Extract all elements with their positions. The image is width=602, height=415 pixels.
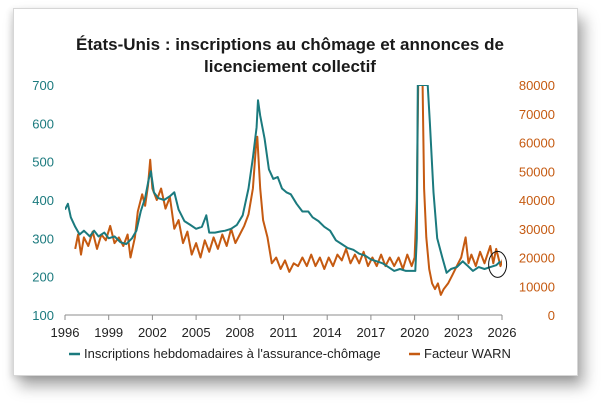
y-right-tick-80000: 80000 [519, 78, 555, 93]
x-tick-2017: 2017 [356, 325, 385, 340]
y-right-tick-20000: 20000 [519, 251, 555, 266]
series-line-warn [74, 85, 502, 296]
x-tick-2011: 2011 [270, 325, 298, 340]
legend-label-warn: Facteur WARN [424, 346, 511, 361]
chart-title-line-1: États-Unis : inscriptions au chômage et … [76, 35, 504, 54]
y-right-tick-labels: 0 10000 20000 30000 40000 50000 60000 70000 8000… [519, 78, 555, 323]
y-left-tick-700: 700 [32, 78, 54, 93]
y-right-tick-40000: 40000 [519, 193, 555, 208]
annotation-circle [488, 250, 508, 278]
y-right-tick-0: 0 [548, 308, 555, 323]
y-right-tick-30000: 30000 [519, 222, 555, 237]
chart-title-line-2: licenciement collectif [204, 57, 376, 76]
legend-label-claims: Inscriptions hebdomadaires à l'assurance… [84, 346, 381, 361]
y-left-tick-400: 400 [32, 193, 54, 208]
y-right-tick-10000: 10000 [519, 279, 555, 294]
x-tick-1996: 1996 [51, 325, 80, 340]
chart-frame: États-Unis : inscriptions au chômage et … [13, 8, 578, 376]
x-tick-2023: 2023 [444, 325, 473, 340]
y-right-tick-50000: 50000 [519, 164, 555, 179]
x-tick-2014: 2014 [313, 325, 342, 340]
y-left-tick-labels: 100 200 300 400 500 600 700 [32, 78, 54, 323]
y-left-tick-500: 500 [32, 155, 54, 170]
y-left-tick-300: 300 [32, 231, 54, 246]
series-line-claims [65, 85, 502, 274]
y-left-tick-200: 200 [32, 270, 54, 285]
y-right-tick-60000: 60000 [519, 136, 555, 151]
y-left-tick-100: 100 [32, 308, 54, 323]
x-tick-2020: 2020 [400, 325, 429, 340]
x-tick-2026: 2026 [488, 325, 517, 340]
y-left-tick-600: 600 [32, 116, 54, 131]
x-tick-1999: 1999 [94, 325, 123, 340]
plot-area [65, 85, 508, 296]
y-right-tick-70000: 70000 [519, 107, 555, 122]
x-axis: 1996 1999 2002 2005 2008 2011 2014 2017 2020 2023… [51, 314, 517, 340]
chart: États-Unis : inscriptions au chômage et … [32, 35, 555, 361]
x-tick-2005: 2005 [182, 325, 211, 340]
legend: Inscriptions hebdomadaires à l'assurance… [69, 346, 511, 361]
x-tick-2008: 2008 [225, 325, 254, 340]
x-tick-2002: 2002 [138, 325, 167, 340]
